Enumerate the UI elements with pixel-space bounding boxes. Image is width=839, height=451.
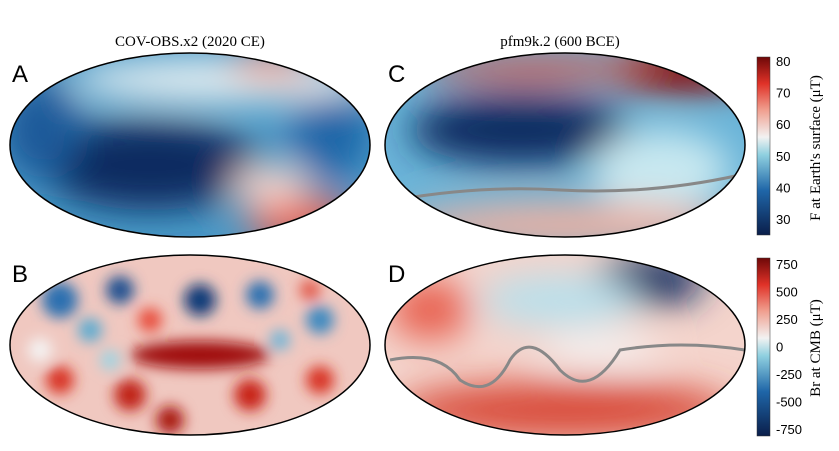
colorbar-tick-label: 80	[776, 54, 790, 69]
map-a	[10, 53, 370, 237]
panel-a-letter: A	[12, 61, 28, 88]
panel-b-letter: B	[12, 261, 28, 288]
map-c	[385, 53, 745, 237]
colorbar-br	[756, 257, 771, 437]
colorbar-tick-label: -250	[776, 367, 802, 382]
colorbar-br-label: Br at CMB (μT)	[808, 299, 824, 397]
map-d	[385, 255, 745, 435]
panel-d-letter: D	[388, 261, 405, 288]
map-d-border	[384, 254, 746, 436]
colorbar-tick-label: 60	[776, 117, 790, 132]
colorbar-tick-label: 50	[776, 149, 790, 164]
colorbar-f	[756, 56, 771, 236]
map-c-contour	[394, 173, 741, 202]
map-a-border	[9, 52, 371, 238]
panel-c-title: pfm9k.2 (600 BCE)	[500, 34, 620, 50]
map-c-border	[384, 52, 746, 238]
colorbar-tick-label: 500	[776, 285, 798, 300]
colorbar-tick-label: -500	[776, 395, 802, 410]
map-b	[10, 255, 370, 435]
panel-a-title: COV-OBS.x2 (2020 CE)	[115, 34, 265, 50]
panel-c-letter: C	[388, 61, 405, 88]
colorbar-tick-label: 0	[776, 340, 783, 355]
colorbar-tick-label: 30	[776, 212, 790, 227]
map-b-border	[9, 254, 371, 436]
colorbar-tick-label: 250	[776, 312, 798, 327]
colorbar-tick-label: -750	[776, 422, 802, 437]
colorbar-tick-label: 70	[776, 86, 790, 101]
colorbar-tick-label: 750	[776, 257, 798, 272]
colorbar-f-label: F at Earth's surface (μT)	[808, 75, 824, 221]
colorbar-tick-label: 40	[776, 180, 790, 195]
map-d-contour	[389, 343, 745, 389]
